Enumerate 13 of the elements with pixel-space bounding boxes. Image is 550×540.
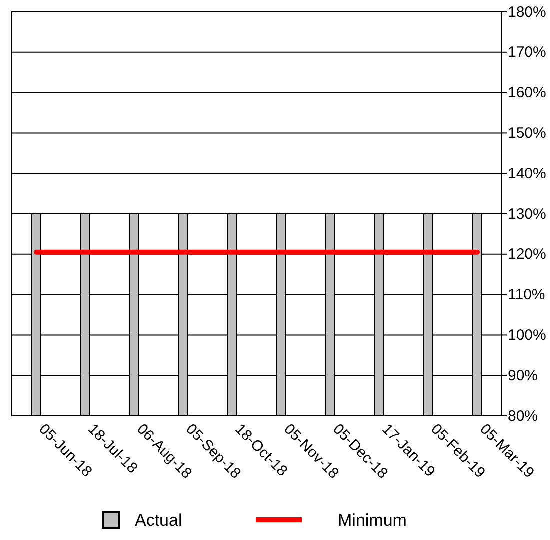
y-tick-label: 120%: [508, 246, 546, 264]
y-tick-label: 110%: [508, 286, 546, 304]
y-tick-label: 90%: [508, 367, 538, 384]
legend-label: Minimum: [338, 511, 407, 530]
y-tick-label: 170%: [508, 44, 546, 62]
y-tick-label: 160%: [508, 84, 546, 102]
y-tick-label: 180%: [508, 4, 546, 21]
y-tick-label: 100%: [508, 327, 546, 344]
legend-label: Actual: [135, 511, 182, 530]
y-tick-label: 150%: [508, 125, 546, 142]
y-tick-label: 80%: [508, 408, 538, 425]
y-tick-label: 130%: [508, 206, 546, 223]
y-tick-label: 140%: [508, 165, 546, 182]
